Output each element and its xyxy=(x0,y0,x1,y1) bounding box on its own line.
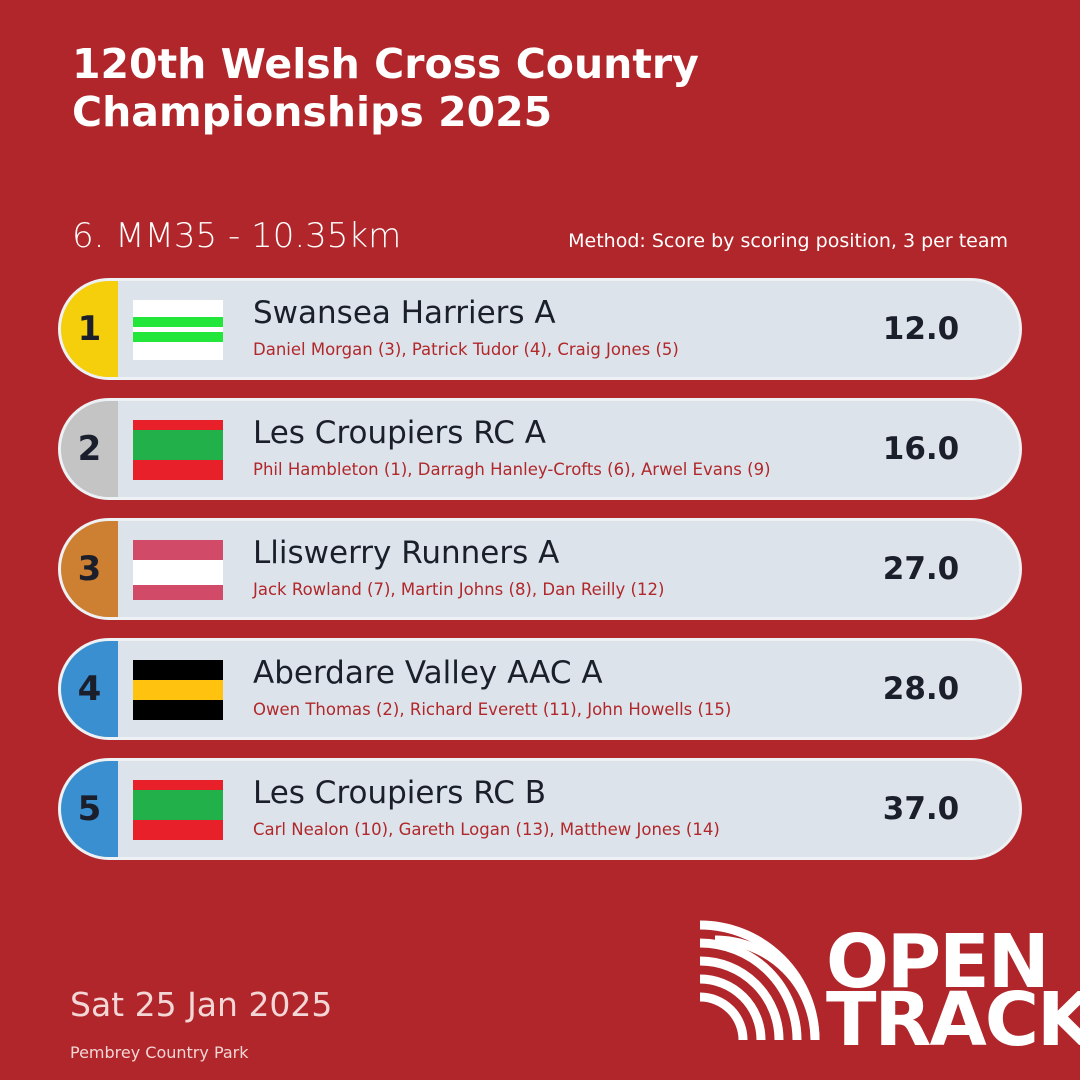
rank: 5 xyxy=(61,761,118,857)
runners: Owen Thomas (2), Richard Everett (11), J… xyxy=(253,700,732,719)
score: 16.0 xyxy=(882,431,960,467)
method: Method: Score by scoring position, 3 per… xyxy=(568,230,1008,252)
team: Les Croupiers RC A xyxy=(253,415,546,451)
result-row: 4 Aberdare Valley AAC A Owen Thomas (2),… xyxy=(58,638,1022,740)
result-row: 2 Les Croupiers RC A Phil Hambleton (1),… xyxy=(58,398,1022,500)
flag xyxy=(133,540,223,600)
title: 120th Welsh Cross Country Championships … xyxy=(72,40,699,136)
team: Aberdare Valley AAC A xyxy=(253,655,603,691)
venue: Pembrey Country Park xyxy=(70,1043,249,1062)
result-row: 3 Lliswerry Runners A Jack Rowland (7), … xyxy=(58,518,1022,620)
logo-text: TRACK xyxy=(826,977,1080,1063)
runners: Daniel Morgan (3), Patrick Tudor (4), Cr… xyxy=(253,340,679,359)
score: 27.0 xyxy=(882,551,960,587)
logo-icon xyxy=(699,920,820,1041)
event: 6. MM35 - 10.35km xyxy=(72,216,402,256)
flag xyxy=(133,420,223,480)
logo-text: OPEN xyxy=(826,919,1050,1005)
date: Sat 25 Jan 2025 xyxy=(70,985,333,1024)
team: Swansea Harriers A xyxy=(253,295,556,331)
runners: Carl Nealon (10), Gareth Logan (13), Mat… xyxy=(253,820,720,839)
result-row: 5 Les Croupiers RC B Carl Nealon (10), G… xyxy=(58,758,1022,860)
team: Les Croupiers RC B xyxy=(253,775,547,811)
flag xyxy=(133,300,223,360)
flag xyxy=(133,780,223,840)
rank: 1 xyxy=(61,281,118,377)
team: Lliswerry Runners A xyxy=(253,535,560,571)
score: 28.0 xyxy=(882,671,960,707)
score: 12.0 xyxy=(882,311,960,347)
runners: Jack Rowland (7), Martin Johns (8), Dan … xyxy=(253,580,665,599)
rank: 4 xyxy=(61,641,118,737)
flag xyxy=(133,660,223,720)
result-row: 1 Swansea Harriers A Daniel Morgan (3), … xyxy=(58,278,1022,380)
runners: Phil Hambleton (1), Darragh Hanley-Croft… xyxy=(253,460,771,479)
rank: 2 xyxy=(61,401,118,497)
score: 37.0 xyxy=(882,791,960,827)
rank: 3 xyxy=(61,521,118,617)
